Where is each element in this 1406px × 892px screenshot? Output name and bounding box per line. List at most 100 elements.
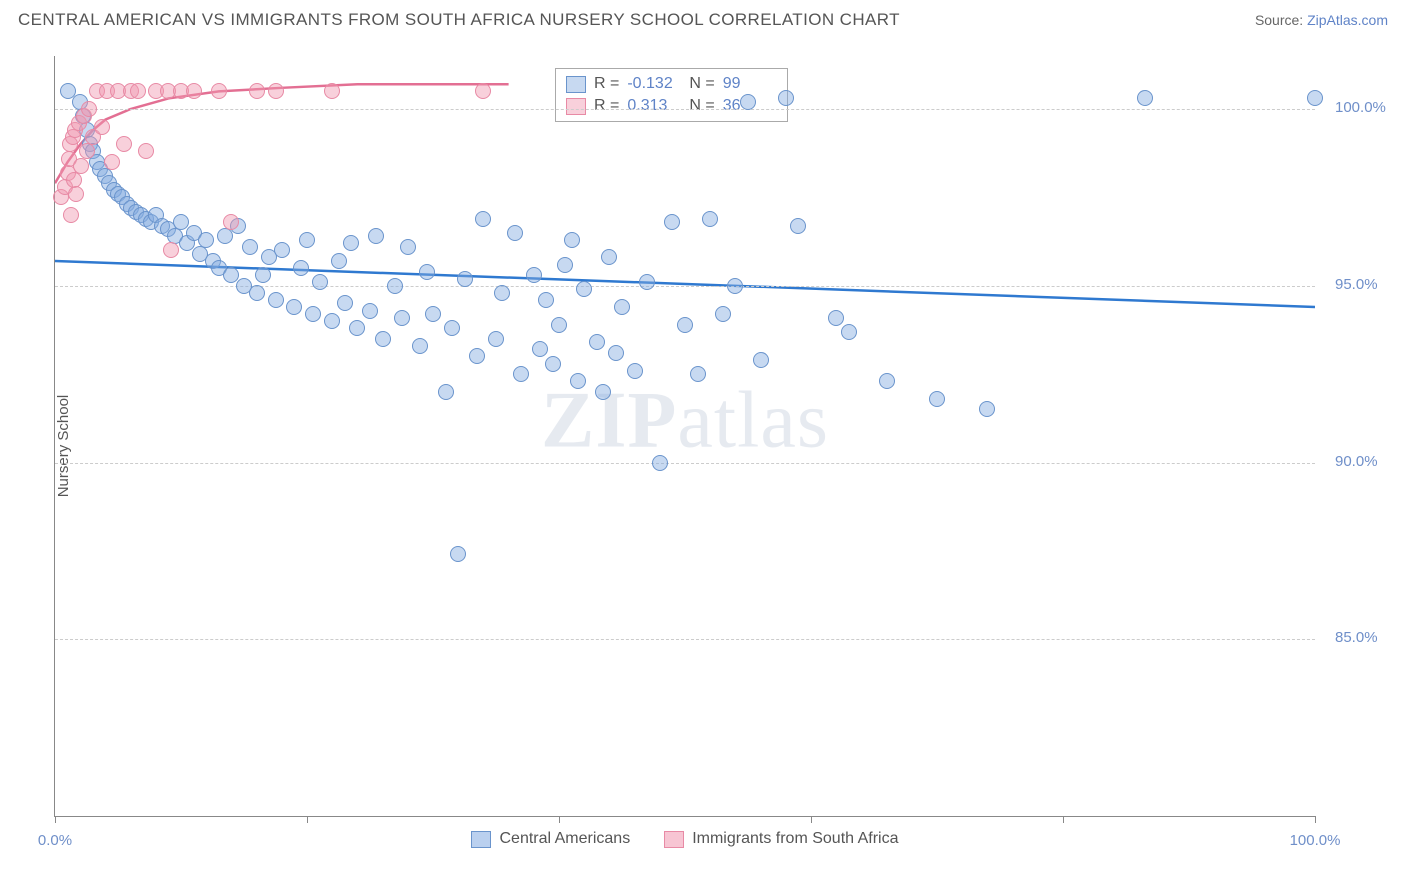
data-point (475, 211, 491, 227)
data-point (841, 324, 857, 340)
data-point (63, 207, 79, 223)
bottom-legend: Central Americans Immigrants from South A… (55, 830, 1315, 848)
legend-item: Immigrants from South Africa (664, 830, 898, 848)
data-point (331, 253, 347, 269)
data-point (249, 285, 265, 301)
data-point (778, 90, 794, 106)
data-point (362, 303, 378, 319)
data-point (457, 271, 473, 287)
data-point (73, 158, 89, 174)
data-point (488, 331, 504, 347)
legend-item: Central Americans (471, 830, 630, 848)
x-tick (1315, 816, 1316, 823)
y-tick-label: 100.0% (1335, 99, 1386, 116)
data-point (1307, 90, 1323, 106)
data-point (526, 267, 542, 283)
trend-lines (55, 56, 1315, 816)
r-value: 0.313 (627, 97, 681, 115)
data-point (211, 83, 227, 99)
data-point (138, 143, 154, 159)
x-tick (811, 816, 812, 823)
legend-label: Immigrants from South Africa (692, 830, 898, 848)
legend-swatch (664, 831, 684, 848)
data-point (677, 317, 693, 333)
data-point (343, 235, 359, 251)
data-point (438, 384, 454, 400)
data-point (324, 83, 340, 99)
data-point (268, 83, 284, 99)
y-tick-label: 90.0% (1335, 453, 1378, 470)
data-point (412, 338, 428, 354)
watermark-rest: atlas (677, 376, 829, 464)
data-point (627, 363, 643, 379)
data-point (576, 281, 592, 297)
r-label: R = (594, 75, 619, 93)
data-point (104, 154, 120, 170)
data-point (469, 348, 485, 364)
data-point (400, 239, 416, 255)
data-point (286, 299, 302, 315)
data-point (186, 83, 202, 99)
legend-swatch (566, 76, 586, 93)
source-label: Source: (1255, 12, 1307, 28)
data-point (551, 317, 567, 333)
data-point (79, 143, 95, 159)
chart-container: Nursery School ZIPatlas R =-0.132N =99R … (18, 46, 1388, 846)
data-point (394, 310, 410, 326)
data-point (595, 384, 611, 400)
chart-title: CENTRAL AMERICAN VS IMMIGRANTS FROM SOUT… (18, 10, 900, 30)
data-point (299, 232, 315, 248)
data-point (639, 274, 655, 290)
data-point (690, 366, 706, 382)
data-point (375, 331, 391, 347)
data-point (293, 260, 309, 276)
data-point (255, 267, 271, 283)
data-point (570, 373, 586, 389)
y-tick-label: 95.0% (1335, 276, 1378, 293)
n-label: N = (689, 75, 714, 93)
source-attribution: Source: ZipAtlas.com (1255, 12, 1388, 28)
data-point (715, 306, 731, 322)
data-point (223, 214, 239, 230)
data-point (387, 278, 403, 294)
data-point (312, 274, 328, 290)
source-link[interactable]: ZipAtlas.com (1307, 12, 1388, 28)
data-point (475, 83, 491, 99)
plot-area: ZIPatlas R =-0.132N =99R =0.313N =36 Cen… (54, 56, 1315, 817)
data-point (753, 352, 769, 368)
trend-line (55, 84, 509, 183)
legend-swatch (566, 98, 586, 115)
x-tick (307, 816, 308, 823)
data-point (249, 83, 265, 99)
x-tick-label: 100.0% (1290, 832, 1341, 849)
n-value: 99 (723, 75, 777, 93)
data-point (450, 546, 466, 562)
data-point (538, 292, 554, 308)
data-point (324, 313, 340, 329)
data-point (545, 356, 561, 372)
x-tick (1063, 816, 1064, 823)
data-point (929, 391, 945, 407)
r-label: R = (594, 97, 619, 115)
stat-row: R =-0.132N =99 (566, 73, 777, 95)
data-point (879, 373, 895, 389)
data-point (368, 228, 384, 244)
data-point (601, 249, 617, 265)
data-point (305, 306, 321, 322)
data-point (652, 455, 668, 471)
gridline-h (55, 463, 1315, 464)
data-point (507, 225, 523, 241)
y-tick-label: 85.0% (1335, 629, 1378, 646)
data-point (1137, 90, 1153, 106)
data-point (513, 366, 529, 382)
data-point (130, 83, 146, 99)
gridline-h (55, 109, 1315, 110)
data-point (702, 211, 718, 227)
data-point (557, 257, 573, 273)
data-point (564, 232, 580, 248)
data-point (444, 320, 460, 336)
data-point (532, 341, 548, 357)
legend-swatch (471, 831, 491, 848)
data-point (268, 292, 284, 308)
data-point (349, 320, 365, 336)
